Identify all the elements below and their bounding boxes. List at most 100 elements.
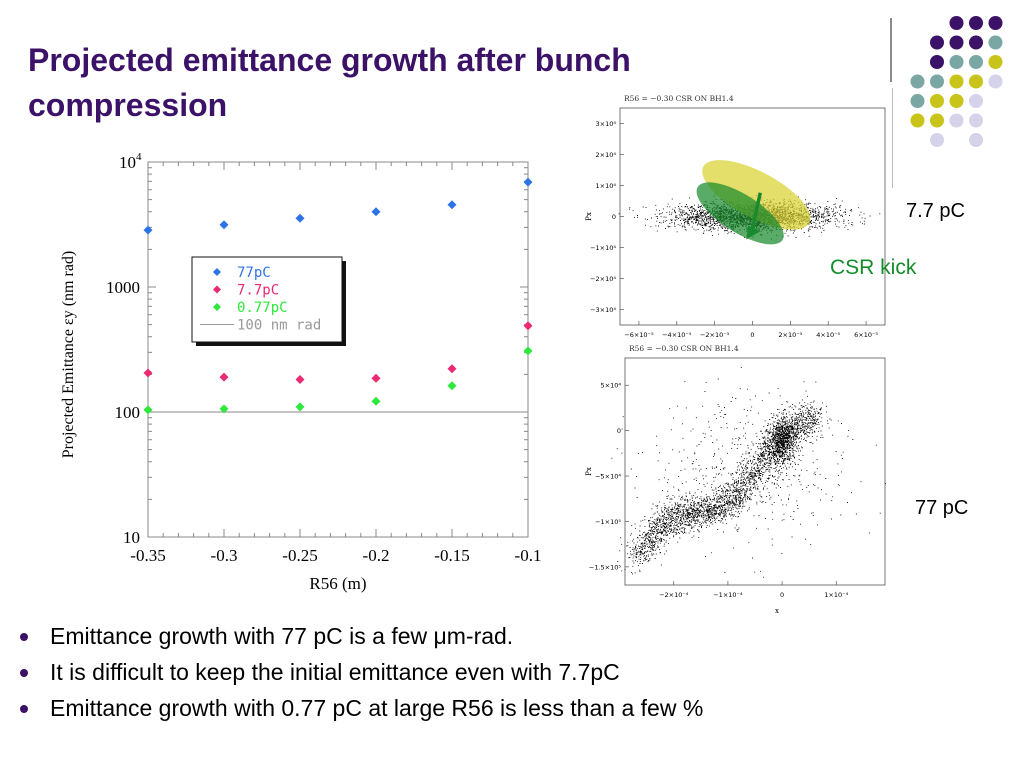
decor-dot [910, 113, 925, 128]
bullet-item: Emittance growth with 77 pC is a few μm-… [18, 624, 838, 648]
charge-label-7.7pc: 7.7 pC [906, 200, 965, 222]
decor-dot [930, 94, 944, 108]
x-tick-label: -0.3 [211, 546, 238, 565]
decor-dot [930, 55, 944, 69]
data-point [447, 364, 457, 374]
data-point [447, 200, 457, 210]
bullet-text: Emittance growth with 0.77 pC at large R… [50, 695, 704, 721]
particle-cloud [600, 366, 886, 578]
x-tick-label: -0.25 [282, 546, 317, 565]
decor-dot [969, 74, 983, 89]
data-point [371, 373, 381, 383]
decor-dot [988, 74, 1003, 89]
data-point [295, 402, 305, 412]
charge-label-77pc: 77 pC [915, 497, 969, 519]
decorative-dot-grid [910, 16, 1003, 147]
decor-dot [930, 133, 944, 147]
bullet-item: It is difficult to keep the initial emit… [18, 660, 838, 684]
phase-space-plot-77pc: R56 = −0.30 CSR ON BH1.4 −2×10⁻⁴ −1×10⁻⁴ 0 1… [585, 344, 886, 615]
bullet-text: Emittance growth with 77 pC is a few μm-… [50, 623, 514, 649]
data-point [143, 368, 153, 378]
bullet-text: It is difficult to keep the initial emit… [50, 659, 620, 685]
csr-kick-label: CSR kick [830, 256, 917, 279]
decor-dot [988, 55, 1003, 69]
decor-dot [949, 94, 964, 108]
legend-label: 7.7pC [237, 283, 279, 299]
y-tick-label: −5×10⁴ [595, 473, 621, 481]
x-tick-label: −2×10⁻⁵ [700, 331, 730, 339]
legend-marker [213, 268, 221, 276]
y-tick-label: 10 [123, 528, 140, 547]
bullet-list: Emittance growth with 77 pC is a few μm-… [18, 624, 838, 732]
decor-dot [949, 113, 964, 128]
decor-dot [930, 113, 944, 128]
x-tick-label: 6×10⁻⁵ [854, 331, 878, 339]
plot-frame [147, 161, 529, 538]
data-point [219, 220, 229, 230]
y-tick-label: 2×10⁴ [596, 151, 617, 159]
x-tick-label: 0 [750, 331, 754, 339]
data-point [219, 372, 229, 382]
decor-dot [988, 35, 1003, 50]
divider-line-lower [892, 88, 893, 188]
x-tick-label: 0 [780, 591, 784, 599]
decor-dot [969, 35, 983, 50]
x-tick-label: 2×10⁻⁵ [778, 331, 802, 339]
data-point [219, 404, 229, 414]
y-tick-label: −2×10⁴ [590, 275, 616, 283]
kicked-ellipse [696, 182, 784, 245]
legend-marker [213, 303, 221, 311]
x-tick-label: -0.15 [434, 546, 469, 565]
y-tick-label: 100 [115, 403, 141, 422]
y-axis-label: Projected Emittance εy (nm rad) [60, 251, 77, 459]
data-point [447, 381, 457, 391]
y-tick-label-exponent: 4 [136, 151, 142, 163]
data-point [371, 396, 381, 406]
x-tick-label: −1×10⁻⁴ [713, 591, 743, 599]
decor-dot [949, 35, 964, 50]
bullet-dot-icon [20, 633, 28, 641]
x-tick-label: −2×10⁻⁴ [659, 591, 689, 599]
legend-label: 100 nm rad [237, 318, 321, 334]
y-tick-label: 1000 [106, 278, 140, 297]
y-tick-label: −1×10⁵ [595, 518, 621, 526]
csr-kick-arrowhead [746, 225, 761, 240]
divider-line [890, 18, 892, 82]
y-tick-label: −1.5×10⁵ [589, 563, 622, 571]
x-axis-label: R56 (m) [309, 574, 366, 593]
decor-dot [969, 133, 983, 147]
y-tick-label: 0 [612, 213, 616, 221]
initial-ellipse [702, 160, 811, 230]
data-point [143, 405, 153, 415]
data-point [523, 177, 533, 187]
y-tick-label: 10 [119, 153, 136, 172]
decor-dot [969, 113, 983, 128]
data-point [523, 346, 533, 356]
decor-dot [949, 16, 964, 30]
x-tick-label: 4×10⁻⁵ [816, 331, 840, 339]
legend-label: 0.77pC [237, 300, 288, 316]
decor-dot [988, 16, 1003, 30]
bullet-dot-icon [20, 705, 28, 713]
decor-dot [969, 94, 983, 108]
x-tick-label: 1×10⁻⁴ [824, 591, 848, 599]
x-tick-label: −4×10⁻⁵ [662, 331, 692, 339]
y-tick-label: 3×10⁴ [596, 120, 617, 128]
decor-dot [910, 74, 925, 89]
bullet-item: Emittance growth with 0.77 pC at large R… [18, 696, 838, 720]
y-tick-label: 0 [617, 427, 621, 435]
x-tick-label: -0.2 [363, 546, 390, 565]
legend-marker [213, 285, 221, 294]
phase-space-plot-7.7pc: R56 = −0.30 CSR ON BH1.4 −6×10⁻⁵ −4×10⁻⁵ −2… [585, 94, 886, 339]
bullet-dot-icon [20, 669, 28, 677]
y-tick-label: −1×10⁴ [590, 244, 616, 252]
data-point [143, 225, 153, 235]
plot-title: R56 = −0.30 CSR ON BH1.4 [624, 94, 734, 103]
decor-dot [949, 55, 964, 69]
legend-label: 77pC [237, 265, 271, 281]
y-tick-label: 1×10⁴ [596, 182, 617, 190]
decor-dot [969, 16, 983, 30]
data-point [523, 321, 533, 331]
decor-dot [930, 74, 944, 89]
